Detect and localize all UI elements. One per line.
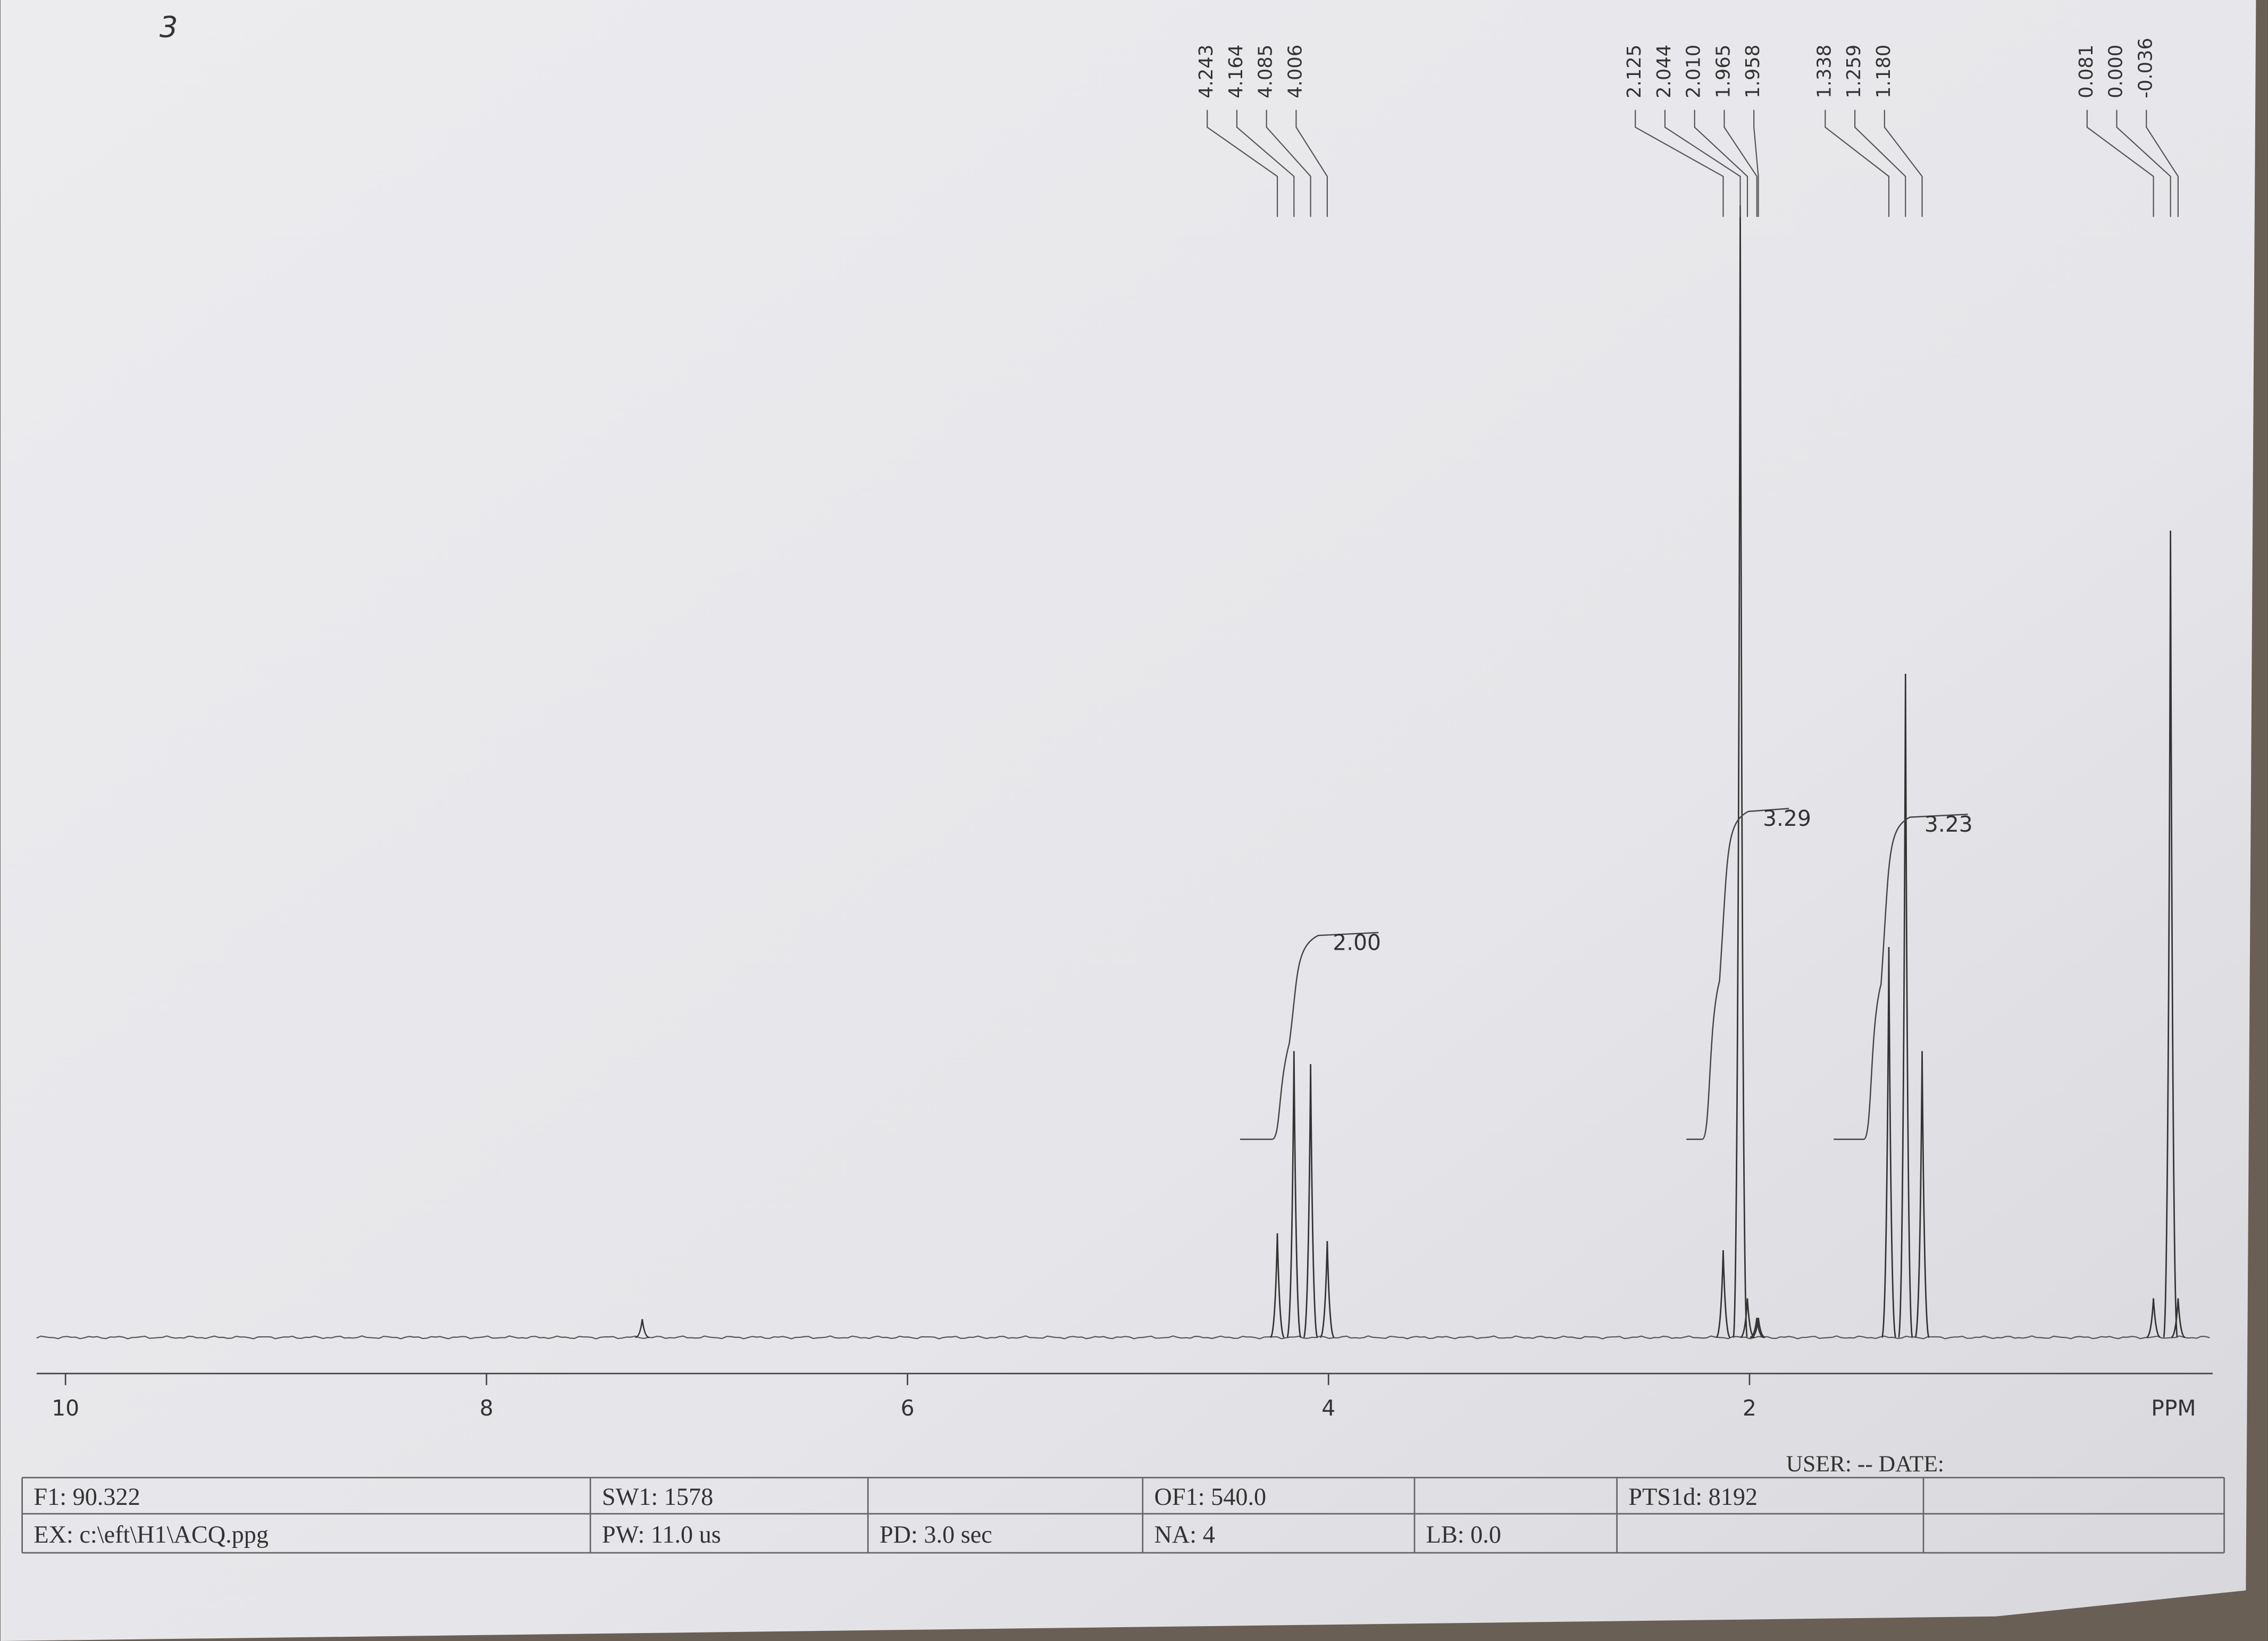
footer-cell: PTS1d: 8192 bbox=[1628, 1483, 1758, 1510]
x-tick-label: 10 bbox=[52, 1395, 79, 1421]
peak-label: 4.164 bbox=[1225, 45, 1247, 98]
peak bbox=[635, 1319, 650, 1338]
peak-leader bbox=[1854, 110, 1906, 217]
footer-cell: SW1: 1578 bbox=[602, 1483, 713, 1510]
peak bbox=[2146, 1298, 2161, 1338]
peak-label: 4.085 bbox=[1255, 45, 1277, 98]
footer-cell: OF1: 540.0 bbox=[1154, 1483, 1267, 1510]
footer-cell: PD: 3.0 sec bbox=[880, 1521, 992, 1548]
peak-label: 1.259 bbox=[1843, 45, 1865, 98]
integral-label: 2.00 bbox=[1333, 930, 1381, 955]
peak bbox=[1740, 1298, 1755, 1338]
footer-table: USER: -- DATE: F1: 90.322 SW1: 1578 OF1: 54… bbox=[21, 1451, 2225, 1554]
peak-leader bbox=[1295, 110, 1328, 217]
peak bbox=[1881, 947, 1897, 1338]
peak bbox=[1269, 1233, 1285, 1338]
x-tick-label: 6 bbox=[901, 1395, 915, 1421]
peak-leader bbox=[1664, 110, 1741, 217]
x-tick-label: 2 bbox=[1743, 1395, 1756, 1421]
peak-leader bbox=[1694, 110, 1748, 217]
peak bbox=[1897, 674, 1913, 1338]
integral-curve bbox=[1834, 814, 1968, 1140]
peak bbox=[1751, 1318, 1765, 1338]
peak-leader bbox=[1753, 110, 1759, 217]
peak bbox=[1750, 1318, 1764, 1338]
peak bbox=[1319, 1241, 1335, 1338]
footer-cell: LB: 0.0 bbox=[1426, 1521, 1501, 1548]
peak-label: 4.006 bbox=[1284, 45, 1306, 98]
x-tick-label: 4 bbox=[1321, 1395, 1335, 1421]
peak-leader bbox=[2086, 110, 2154, 217]
peak-label: 1.958 bbox=[1742, 45, 1764, 98]
peak-leader bbox=[1207, 110, 1278, 217]
integral-label: 3.29 bbox=[1763, 806, 1811, 831]
peak-label: 2.044 bbox=[1653, 45, 1675, 98]
peak-label: 0.000 bbox=[2105, 45, 2127, 98]
footer-cell: EX: c:\eft\H1\ACQ.ppg bbox=[34, 1521, 269, 1548]
integral-label: 3.23 bbox=[1924, 811, 1973, 837]
baseline bbox=[36, 1335, 2210, 1339]
peak-label: 4.243 bbox=[1195, 45, 1217, 98]
peak-label: -0.036 bbox=[2135, 38, 2156, 98]
user-date: USER: -- DATE: bbox=[1786, 1451, 1944, 1477]
peak-label: 1.338 bbox=[1813, 45, 1835, 98]
peak bbox=[1303, 1064, 1319, 1338]
integral-curve bbox=[1240, 932, 1379, 1140]
peak bbox=[1715, 1250, 1731, 1338]
peak bbox=[1914, 1051, 1930, 1338]
footer-cell: NA: 4 bbox=[1154, 1521, 1215, 1548]
peak-label: 2.125 bbox=[1623, 45, 1645, 98]
peak bbox=[2171, 1298, 2186, 1338]
peak-leader bbox=[1635, 110, 1724, 217]
peak-leader bbox=[2116, 110, 2171, 217]
x-axis-label: PPM bbox=[2151, 1395, 2196, 1421]
peak-leader bbox=[1266, 110, 1311, 217]
peak-label: 2.010 bbox=[1683, 45, 1705, 98]
peak-label: 0.081 bbox=[2075, 45, 2097, 98]
peak-leader bbox=[1825, 110, 1890, 217]
peak bbox=[1286, 1051, 1302, 1338]
footer-cell: F1: 90.322 bbox=[34, 1483, 140, 1510]
peak-label: 1.965 bbox=[1712, 45, 1734, 98]
peak-leader bbox=[1723, 110, 1758, 217]
peak bbox=[2163, 530, 2179, 1338]
footer-cell: PW: 11.0 us bbox=[602, 1521, 721, 1548]
page-mark: 3 bbox=[160, 11, 178, 44]
x-tick-label: 8 bbox=[480, 1395, 493, 1421]
peak-leader bbox=[1236, 110, 1295, 217]
peak-leader bbox=[1884, 110, 1923, 217]
peak-leader bbox=[2146, 110, 2179, 217]
peak-label: 1.180 bbox=[1873, 45, 1895, 98]
integral-curve bbox=[1686, 808, 1789, 1140]
